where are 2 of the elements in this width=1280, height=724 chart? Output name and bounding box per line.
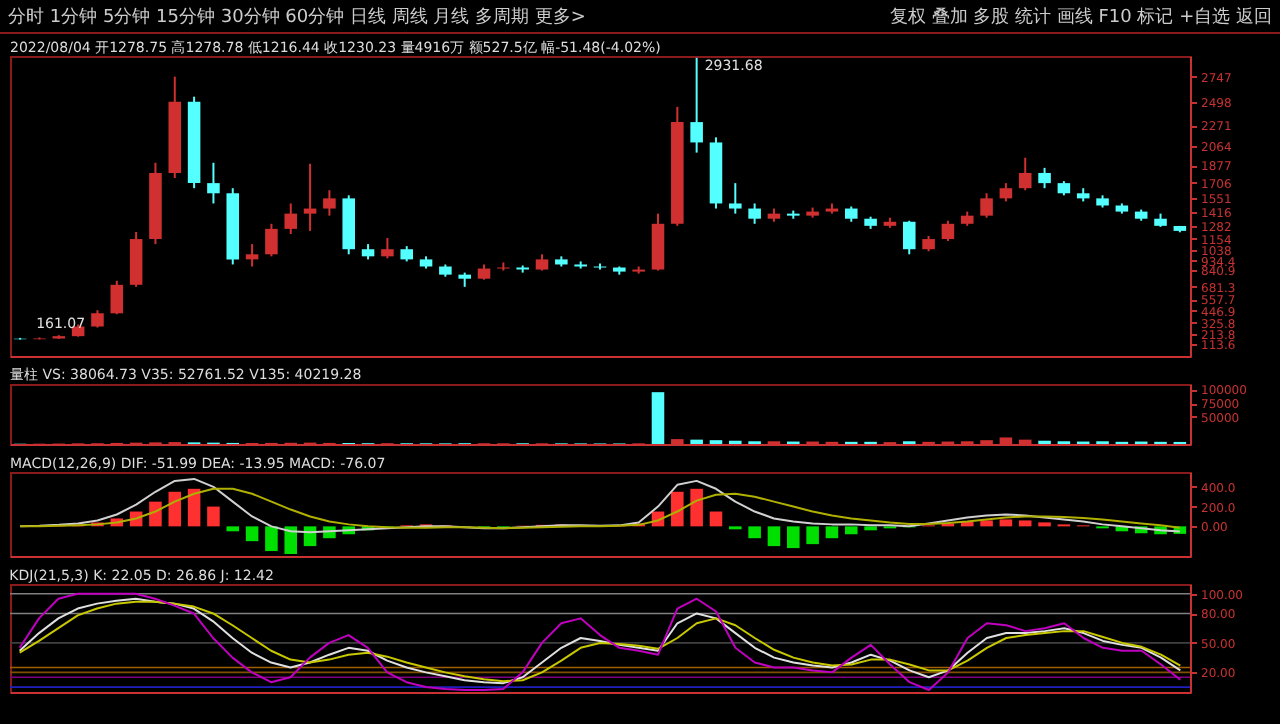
- text: 复权 叠加 多股 统计 画线 F10 标记 +自选 返回: [889, 5, 1272, 28]
- text: 分时 1分钟 5分钟 15分钟 30分钟 60分钟 日线 周线 月线 多周期 更多>: [8, 5, 586, 28]
